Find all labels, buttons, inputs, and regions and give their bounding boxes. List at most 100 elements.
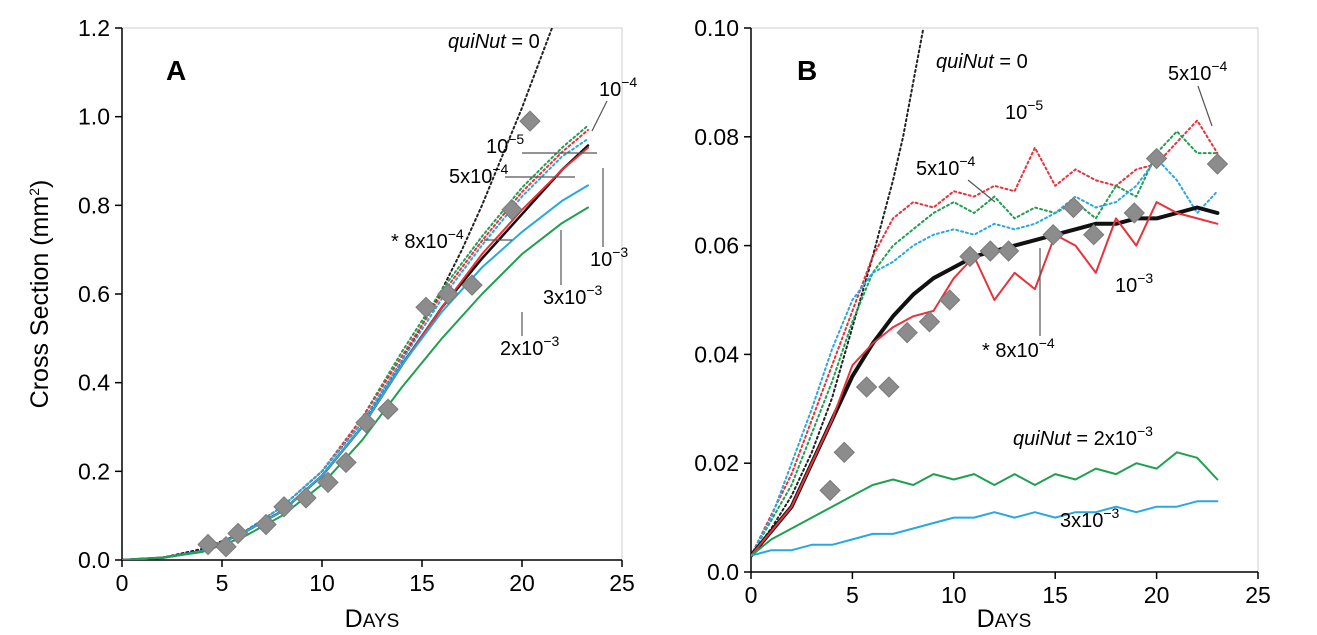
- x-title-b-rest: AYS: [995, 611, 1032, 632]
- annotation-8e-4-exp: −4: [448, 226, 464, 242]
- annotation-b-quinut-2e-3: quiNut = 2x10−3: [1013, 423, 1153, 450]
- data-marker-a-5: [295, 487, 317, 509]
- series-line-b-5: [751, 201, 1219, 557]
- panel-a-letter: A: [166, 55, 186, 86]
- data-marker-b-6: [939, 289, 961, 311]
- panel-b-x-tick-label: 25: [1245, 582, 1271, 608]
- annotation-1e-3-exp: −3: [612, 244, 628, 260]
- panel-a-y-tick-label: 0.2: [78, 458, 110, 484]
- panel-a: 0 5 10 15 20 25 0.0 0.2 0.4 0.6 0.8 1.0 1.2 A quiNut…: [26, 15, 637, 633]
- data-marker-b-13: [1123, 202, 1145, 224]
- panel-b-letter: B: [797, 55, 817, 86]
- data-marker-a-6: [317, 471, 339, 494]
- series-line-b-1: [751, 119, 1219, 557]
- panel-a-y-title: Cross Section (mm2): [26, 180, 54, 409]
- annotation-3e-3: 3x10−3: [543, 282, 603, 309]
- panel-b-x-tick-label: 15: [1042, 582, 1068, 608]
- data-marker-b-2: [855, 376, 878, 398]
- panel-b-y-tick-label: 0.10: [694, 15, 739, 41]
- annotation-b-quinut-2e-3-rest: = 2x10: [1071, 428, 1137, 450]
- panel-a-x-tick-label: 15: [409, 570, 435, 596]
- data-marker-b-8: [979, 240, 1002, 262]
- data-marker-b-3: [878, 376, 900, 398]
- data-marker-a-2: [227, 522, 249, 545]
- series-line-b-0: [751, 28, 925, 557]
- annotation-b-8e-4: * 8x10−4: [982, 335, 1055, 362]
- annotation-1e-4-base: 10: [599, 79, 621, 101]
- data-marker-b-5: [918, 311, 941, 333]
- panel-b-ticks: 0 5 10 15 20 25 0.0 0.02 0.04 0.06 0.08 0.10: [694, 15, 1271, 608]
- data-marker-b-9: [997, 240, 1020, 262]
- panel-a-y-tick-label: 1.2: [78, 15, 110, 41]
- data-marker-b-10: [1042, 224, 1064, 246]
- annotation-b-5e-4-right-exp: −4: [1211, 58, 1227, 74]
- annotation-5e-4-exp: −4: [492, 161, 508, 177]
- panel-b: 0 5 10 15 20 25 0.0 0.02 0.04 0.06 0.08 0.10 B quiN…: [694, 15, 1271, 633]
- annotation-b-5e-4-right-base: 5x10: [1168, 63, 1211, 85]
- panel-b-x-title: DAYS: [977, 605, 1032, 633]
- annotation-1e-5-exp: −5: [508, 131, 524, 147]
- annotation-b-1e-3-base: 10: [1115, 275, 1137, 297]
- annotation-2e-3-exp: −3: [543, 333, 559, 349]
- panel-b-series: [751, 28, 1220, 558]
- annotation-b-1e-5-exp: −5: [1027, 97, 1043, 113]
- data-marker-a-11: [437, 283, 459, 305]
- panel-a-x-title: DAYS: [345, 605, 400, 633]
- data-marker-a-7: [335, 451, 357, 474]
- panel-a-markers: [197, 110, 541, 558]
- panel-a-y-tick-label: 1.0: [78, 104, 110, 130]
- annotation-b-3e-3-exp: −3: [1103, 505, 1119, 521]
- panel-a-y-tick-label: 0.0: [78, 547, 110, 573]
- annotation-b-5e-4-left: 5x10−4: [916, 153, 976, 180]
- series-line-a-6: [122, 184, 589, 560]
- series-line-a-7: [122, 206, 589, 560]
- data-marker-a-9: [377, 398, 399, 420]
- annotation-3e-3-exp: −3: [586, 282, 602, 298]
- panel-b-y-tick-label: 0.08: [694, 124, 739, 150]
- data-marker-b-14: [1145, 147, 1168, 170]
- annotation-1e-5-base: 10: [486, 136, 508, 158]
- y-title-sup: 2: [26, 188, 42, 196]
- panel-a-y-tick-label: 0.8: [78, 192, 110, 218]
- x-title-rest: AYS: [363, 611, 400, 632]
- data-marker-b-12: [1083, 224, 1105, 246]
- panel-a-x-tick-label: 10: [309, 570, 335, 596]
- panel-a-ticks: 0 5 10 15 20 25 0.0 0.2 0.4 0.6 0.8 1.0 1.2: [78, 15, 635, 596]
- series-line-b-7: [751, 500, 1219, 557]
- annotation-b-quinut-2e-3-italic: quiNut: [1013, 428, 1072, 450]
- annotation-b-1e-5-base: 10: [1005, 102, 1027, 124]
- annotation-b-1e-3-exp: −3: [1137, 270, 1153, 286]
- panel-b-y-tick-label: 0.02: [694, 450, 739, 476]
- annotation-b-8e-4-base: * 8x10: [982, 340, 1039, 362]
- panel-b-y-tick-label: 0.0: [707, 559, 739, 585]
- data-marker-b-11: [1062, 196, 1085, 219]
- annotation-b-5e-4-left-base: 5x10: [916, 158, 959, 180]
- annotation-b-3e-3-base: 3x10: [1060, 510, 1103, 532]
- annotation-3e-3-base: 3x10: [543, 287, 586, 309]
- panel-b-x-tick-label: 0: [745, 582, 758, 608]
- x-title-b-cap: D: [977, 605, 995, 633]
- panel-a-y-tick-label: 0.4: [78, 370, 110, 396]
- annotation-b-quinut-0: quiNut = 0: [936, 51, 1028, 73]
- annotation-quinut-0-italic: quiNut: [448, 31, 507, 53]
- data-marker-b-15: [1206, 153, 1229, 175]
- annotation-b-1e-3: 10−3: [1115, 270, 1153, 297]
- annotation-2e-3-base: 2x10: [500, 338, 543, 360]
- annotation-1e-4-exp: −4: [621, 74, 637, 90]
- data-marker-a-10: [415, 296, 437, 319]
- panel-a-x-tick-label: 25: [609, 570, 635, 596]
- panel-a-x-tick-label: 0: [116, 570, 129, 596]
- annotation-b-quinut-0-rest: = 0: [994, 51, 1028, 73]
- data-marker-b-7: [959, 245, 981, 268]
- annotation-1e-3-base: 10: [590, 249, 612, 271]
- annotation-8e-4-base: * 8x10: [391, 231, 448, 253]
- annotation-b-5e-4-right: 5x10−4: [1168, 58, 1228, 85]
- annotation-b-quinut-2e-3-exp: −3: [1137, 423, 1153, 439]
- annotation-quinut-0-rest: = 0: [506, 31, 540, 53]
- annotation-5e-4: 5x10−4: [449, 161, 509, 188]
- series-line-b-3: [751, 157, 1219, 557]
- panel-a-x-tick-label: 5: [216, 570, 229, 596]
- y-title-main: Cross Section (mm: [26, 196, 54, 409]
- annotation-b-1e-5: 10−5: [1005, 97, 1043, 124]
